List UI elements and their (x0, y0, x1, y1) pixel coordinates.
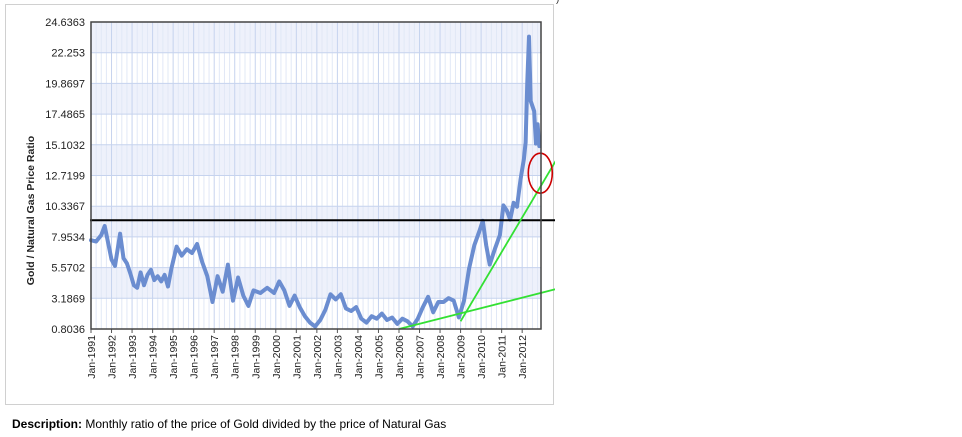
trend-line (459, 160, 555, 322)
description-text: Monthly ratio of the price of Gold divid… (85, 417, 447, 431)
y-tick-label: 7.9534 (51, 232, 85, 244)
gold-natgas-ratio-chart: 0.8036 3.1869 5.5702 7.9534 10.3367 12.7199 15… (25, 17, 555, 379)
x-tick-label: Jan-2009 (456, 335, 468, 379)
corner-mark: ) (556, 0, 559, 5)
y-tick-label: 5.5702 (51, 263, 85, 275)
y-tick-label: 10.3367 (45, 201, 85, 213)
description-label: Description: (12, 417, 83, 431)
x-tick-label: Jan-2012 (517, 335, 529, 379)
chart-description: Description: Monthly ratio of the price … (12, 417, 446, 431)
x-tick-label: Jan-1995 (168, 335, 180, 379)
series-line (89, 34, 542, 329)
y-tick-label: 22.253 (51, 48, 85, 60)
x-tick-label: Jan-2002 (312, 335, 324, 379)
plot-border (90, 21, 542, 330)
trend-line (398, 288, 555, 330)
x-tick-label: Jan-1994 (148, 335, 160, 379)
y-tick-label: 24.6363 (45, 17, 85, 29)
y-tick-label: 17.4865 (45, 109, 85, 121)
chart-frame: 0.8036 3.1869 5.5702 7.9534 10.3367 12.7199 15… (5, 4, 555, 405)
x-tick-label: Jan-1998 (230, 335, 242, 379)
x-tick-label: Jan-2000 (271, 335, 283, 379)
x-tick-label: Jan-2011 (497, 335, 509, 378)
y-tick-label: 0.8036 (51, 324, 85, 336)
y-tick-label: 19.8697 (45, 78, 85, 90)
y-tick-label: 15.1032 (45, 140, 85, 152)
x-tick-label: Jan-1999 (250, 335, 262, 379)
y-axis-label: Gold / Natural Gas Price Ratio (25, 136, 37, 285)
x-tick-label: Jan-2010 (476, 335, 488, 379)
x-tick-label: Jan-2005 (373, 335, 385, 379)
x-tick-label: Jan-2008 (435, 335, 447, 379)
plot-band (91, 206, 541, 237)
y-tick-label: 12.7199 (45, 171, 85, 183)
x-tick-label: Jan-1992 (107, 335, 119, 379)
x-tick-label: Jan-1997 (209, 335, 221, 379)
x-tick-label: Jan-1993 (127, 335, 139, 379)
x-tick-label: Jan-2003 (332, 335, 344, 379)
plot-band (91, 22, 541, 53)
x-tick-label: Jan-2004 (353, 335, 365, 379)
plot-band (91, 267, 541, 299)
x-tick-label: Jan-1991 (86, 335, 98, 379)
plot-band (91, 144, 541, 176)
x-tick-label: Jan-2007 (415, 335, 427, 379)
plot-band (91, 83, 541, 115)
x-tick-label: Jan-2001 (291, 335, 303, 379)
x-tick-label: Jan-2006 (394, 335, 406, 379)
x-tick-label: Jan-1996 (189, 335, 201, 379)
y-tick-label: 3.1869 (51, 293, 85, 305)
